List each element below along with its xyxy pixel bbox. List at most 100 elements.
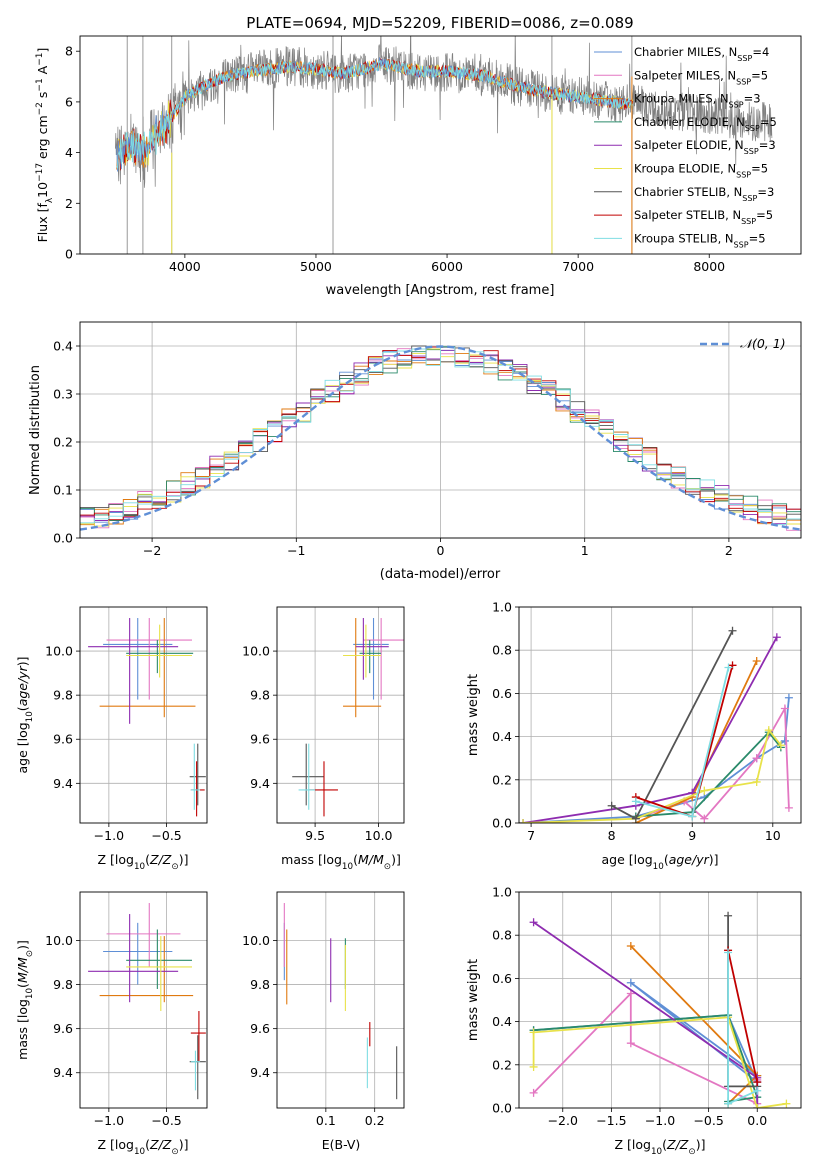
point-marker — [752, 754, 761, 763]
x-axis-label: Z [log10(Z/Z⊙)] — [615, 1137, 706, 1157]
y-tick-label: 9.4 — [250, 776, 270, 791]
panel-massweight_vs_Z: −2.0 −1.5 −1.0 −0.5 0.0 0.0 0.2 0.4 0.6 0.8 1.0 Z [… — [466, 885, 802, 1157]
legend-label: Chabrier ELODIE, NSSP=5 — [634, 115, 777, 132]
panel-massweight_vs_age: 7 8 9 10 0.0 0.2 0.4 0.6 0.8 1.0 age [log10(age/yr… — [466, 600, 802, 872]
legend-label: Kroupa STELIB, NSSP=5 — [634, 231, 766, 249]
y-tick-label: 0.4 — [492, 729, 512, 744]
y-tick-label: 0.0 — [492, 816, 512, 831]
point-marker — [626, 1039, 635, 1048]
point-marker — [784, 803, 793, 812]
series-salpeter-stelib — [727, 950, 759, 1083]
panel-age_vs_Z: −1.0 −0.5 9.4 9.6 9.8 10.0 Z [log10(Z/Z⊙)] age … — [15, 606, 208, 872]
legend-label: Salpeter ELODIE, NSSP=3 — [634, 138, 776, 156]
x-tick-label: 6000 — [431, 259, 463, 274]
y-tick-label: 9.6 — [250, 1021, 270, 1036]
y-axis-label: Normed distribution — [28, 365, 43, 495]
y-tick-label: 0.6 — [492, 686, 512, 701]
y-tick-label: 9.4 — [53, 776, 73, 791]
plot-area — [529, 911, 791, 1108]
y-tick-label: 0.4 — [53, 339, 73, 354]
legend-label: Chabrier MILES, NSSP=4 — [634, 45, 769, 63]
plot-area — [519, 626, 793, 823]
axes-frame — [518, 606, 802, 824]
y-tick-label: 9.8 — [53, 977, 73, 992]
point-marker — [519, 819, 528, 823]
y-tick-label: 9.8 — [250, 688, 270, 703]
panel-age_vs_mass: 9.5 10.0 9.4 9.6 9.8 10.0 mass [log10(M/M⊙)] — [242, 606, 405, 872]
y-tick-label: 9.6 — [53, 1021, 73, 1036]
panel-mass_vs_Z: −1.0 −0.5 9.4 9.6 9.8 10.0 Z [log10(Z/Z⊙)] mass… — [15, 891, 208, 1157]
x-tick-label: −0.5 — [693, 1113, 723, 1128]
x-axis-label: E(B-V) — [322, 1137, 361, 1152]
y-tick-label: 0.2 — [492, 1057, 512, 1072]
point-marker — [626, 942, 635, 950]
series-kroupa-elodie — [522, 728, 782, 823]
point-marker — [772, 633, 781, 642]
series-salpeter-elodie — [522, 636, 778, 823]
y-tick-label: 4 — [65, 145, 73, 160]
plot-area — [115, 36, 773, 254]
point-marker — [753, 1078, 762, 1087]
x-tick-label: 0 — [437, 543, 445, 558]
point-marker — [782, 1099, 791, 1108]
point-marker — [784, 693, 793, 702]
point-marker — [780, 736, 789, 745]
x-tick-label: 7000 — [562, 259, 594, 274]
y-tick-label: 1.0 — [492, 600, 512, 615]
y-tick-label: 10.0 — [45, 644, 73, 659]
x-tick-label: 0.1 — [316, 1113, 336, 1128]
y-tick-label: 9.8 — [250, 977, 270, 992]
model-fit-kroupa-stelib — [116, 59, 634, 169]
point-marker — [780, 704, 789, 713]
y-tick-label: 0.2 — [53, 435, 73, 450]
point-marker — [529, 1088, 538, 1097]
axes-frame — [79, 35, 802, 255]
point-marker — [753, 1104, 762, 1108]
series-chabrier-miles — [533, 981, 759, 1108]
x-tick-label: −0.5 — [151, 1113, 181, 1128]
axes-frame — [276, 891, 405, 1109]
y-tick-label: 9.8 — [53, 688, 73, 703]
x-tick-label: −0.5 — [151, 828, 181, 843]
panel-residuals: −2 −1 0 1 2 0.0 0.1 0.2 0.3 0.4 𝒩(0, 1) (data-model… — [28, 321, 802, 582]
x-tick-label: 9 — [688, 828, 696, 843]
y-tick-label: 2 — [65, 196, 73, 211]
y-axis-label: Flux [fλ10−17 erg cm−2 s−1 A−1] — [35, 48, 55, 243]
y-tick-label: 0.0 — [492, 1101, 512, 1116]
x-axis-label: (data-model)/error — [380, 567, 501, 582]
plot-area — [88, 903, 206, 1100]
point-marker — [626, 978, 635, 987]
series-salpeter-miles — [635, 705, 790, 820]
x-axis-label: Z [log10(Z/Z⊙)] — [98, 852, 189, 872]
y-tick-label: 0.4 — [492, 1014, 512, 1029]
legend-label: Kroupa MILES, NSSP=3 — [634, 92, 761, 110]
point-marker — [631, 814, 640, 823]
y-tick-label: 0 — [65, 247, 73, 262]
legend-label: Salpeter STELIB, NSSP=5 — [634, 208, 773, 226]
point-marker — [529, 1028, 538, 1037]
x-tick-label: −1.0 — [94, 1113, 124, 1128]
y-tick-label: 0.0 — [53, 531, 73, 546]
axes-frame — [518, 891, 802, 1109]
point-marker — [728, 661, 737, 670]
series-chabrier-elodie — [533, 1014, 759, 1103]
point-marker — [728, 626, 737, 635]
chart-title: PLATE=0694, MJD=52209, FIBERID=0086, z=0… — [246, 14, 633, 32]
point-marker — [724, 948, 733, 957]
y-tick-label: 10.0 — [242, 644, 270, 659]
point-marker — [688, 812, 697, 821]
plot-area — [88, 618, 206, 817]
x-axis-label: age [log10(age/yr)] — [601, 852, 718, 872]
legend: Chabrier MILES, NSSP=4 Salpeter MILES, NS… — [594, 45, 777, 249]
point-marker — [724, 1099, 733, 1108]
x-tick-label: 10 — [765, 828, 781, 843]
point-marker — [529, 918, 538, 927]
legend-label: 𝒩(0, 1) — [740, 336, 786, 351]
series-kroupa-stelib — [635, 667, 730, 818]
y-tick-label: 0.2 — [492, 772, 512, 787]
y-tick-label: 0.3 — [53, 387, 73, 402]
axes-frame — [79, 891, 208, 1109]
panel-spectrum: 4000 5000 6000 7000 8000 0 2 4 6 8 Chabrier MILES,… — [35, 14, 802, 298]
x-axis-label: mass [log10(M/M⊙)] — [281, 852, 401, 872]
